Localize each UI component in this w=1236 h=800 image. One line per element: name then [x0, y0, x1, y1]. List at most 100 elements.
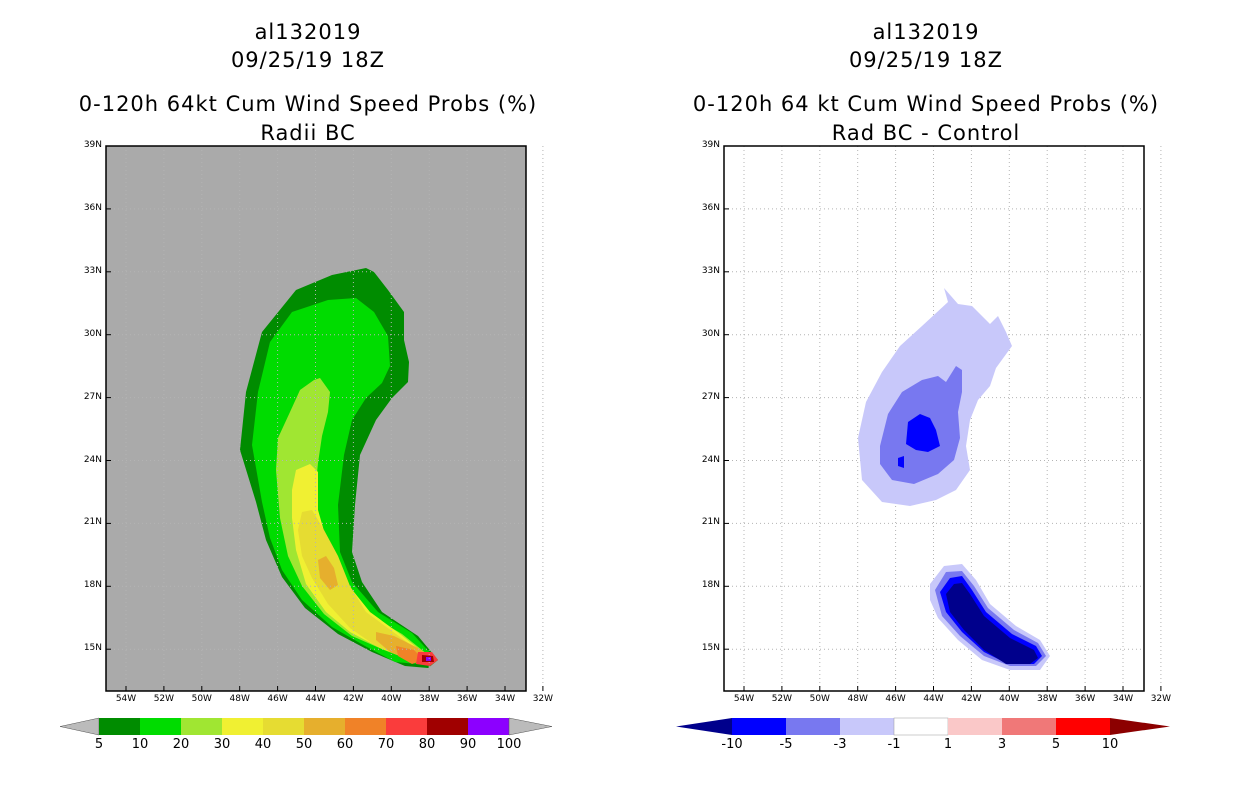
lat-tick-label: 36N — [83, 202, 102, 213]
colorbar-tick-label: 90 — [459, 737, 477, 752]
lon-tick-label: 46W — [885, 694, 906, 704]
colorbar-tick-label: 70 — [377, 737, 395, 752]
colorbar-swatch — [99, 718, 140, 735]
diff-contour-neg10-south — [946, 583, 1038, 664]
lon-tick-label: 44W — [305, 694, 326, 704]
colorbar-tick-label: 20 — [172, 737, 190, 752]
colorbar-tick-label: 1 — [943, 737, 953, 752]
lat-tick-label: 18N — [701, 580, 720, 591]
lat-tick-label: 36N — [701, 202, 720, 213]
colorbar-swatch — [345, 718, 386, 735]
colorbar-tick-label: 10 — [1101, 737, 1119, 752]
lon-tick-label: 46W — [267, 694, 288, 704]
colorbar-swatch — [786, 718, 840, 735]
colorbar-swatch — [222, 718, 263, 735]
colorbar-tick-label: 80 — [418, 737, 436, 752]
colorbar-swatch — [181, 718, 222, 735]
lon-tick-label: 32W — [1150, 694, 1172, 704]
colorbar-swatch — [732, 718, 786, 735]
colorbar-swatch — [948, 718, 1002, 735]
left-storm-id: al132019 — [254, 20, 362, 44]
colorbar-tick-label: 40 — [254, 737, 272, 752]
colorbar-swatch — [1056, 718, 1110, 735]
colorbar-swatch — [140, 718, 181, 735]
colorbar-tick-label: 5 — [1051, 737, 1061, 752]
lat-tick-label: 21N — [701, 517, 720, 528]
lon-tick-label: 42W — [343, 694, 364, 704]
lat-tick-label: 33N — [83, 265, 102, 276]
lon-tick-label: 42W — [961, 694, 982, 704]
colorbar-swatch — [427, 718, 468, 735]
left-grid — [106, 145, 544, 691]
lon-tick-label: 52W — [153, 694, 175, 704]
colorbar-low-extend — [59, 717, 100, 736]
left-map-frame — [105, 145, 527, 692]
right-panel-subtitle: Rad BC - Control — [831, 121, 1021, 145]
lon-tick-label: 40W — [381, 694, 402, 704]
lon-tick-label: 36W — [1074, 694, 1096, 704]
right-map-panel — [723, 145, 1162, 692]
lon-tick-label: 34W — [494, 694, 516, 704]
lat-tick-label: 39N — [83, 140, 102, 150]
lat-tick-label: 18N — [83, 580, 102, 591]
colorbar-tick-label: 100 — [496, 737, 522, 752]
right-map-frame — [723, 145, 1145, 692]
colorbar-tick-label: -5 — [779, 737, 793, 752]
colorbar-tick-label: 60 — [336, 737, 354, 752]
right-datetime: 09/25/19 18Z — [848, 48, 1004, 72]
prob-contour-40 — [298, 510, 428, 658]
lon-tick-label: 48W — [847, 694, 868, 704]
colorbar-tick-label: 3 — [997, 737, 1007, 752]
lon-tick-label: 54W — [733, 694, 755, 704]
lat-tick-label: 39N — [701, 140, 720, 150]
lat-tick-label: 30N — [701, 328, 720, 339]
colorbar-tick-label: 50 — [295, 737, 313, 752]
right-panel-title: 0-120h 64 kt Cum Wind Speed Probs (%) — [692, 92, 1160, 116]
lon-tick-label: 38W — [1037, 694, 1058, 704]
lat-tick-label: 27N — [701, 391, 720, 402]
diff-contour-neg5-north — [906, 414, 940, 452]
lon-tick-label: 40W — [999, 694, 1020, 704]
colorbar-tick-label: -10 — [721, 737, 743, 752]
prob-contour-50 — [318, 556, 338, 590]
right-storm-id: al132019 — [872, 20, 980, 44]
lon-tick-label: 54W — [115, 694, 137, 704]
diff-contour-neg5-speck — [898, 456, 904, 468]
colorbar-swatch — [263, 718, 304, 735]
colorbar-swatch — [840, 718, 894, 735]
left-panel-subtitle: Radii BC — [260, 121, 356, 145]
colorbar-tick-label: -1 — [887, 737, 901, 752]
lat-tick-label: 30N — [83, 328, 102, 339]
colorbar-swatch — [893, 717, 949, 736]
lon-tick-label: 52W — [771, 694, 793, 704]
lon-tick-label: 44W — [923, 694, 944, 704]
lon-tick-label: 36W — [456, 694, 478, 704]
colorbar-swatch — [304, 718, 345, 735]
lat-tick-label: 27N — [83, 391, 102, 402]
right-colorbar — [676, 717, 1170, 736]
left-colorbar — [59, 717, 553, 736]
lat-tick-label: 15N — [701, 643, 720, 654]
lat-tick-label: 21N — [83, 517, 102, 528]
colorbar-high-extend — [508, 717, 553, 736]
colorbar-tick-label: 10 — [131, 737, 149, 752]
colorbar-low-extend — [676, 718, 732, 735]
colorbar-swatch — [386, 718, 427, 735]
lon-tick-label: 38W — [419, 694, 440, 704]
lon-tick-label: 32W — [532, 694, 554, 704]
lat-tick-label: 24N — [83, 454, 102, 465]
prob-contour-30 — [292, 464, 430, 658]
lat-tick-label: 15N — [83, 643, 102, 654]
colorbar-tick-label: 30 — [213, 737, 231, 752]
lon-tick-label: 50W — [809, 694, 830, 704]
colorbar-swatch — [1002, 718, 1056, 735]
colorbar-tick-label: -3 — [833, 737, 847, 752]
lat-tick-label: 33N — [701, 265, 720, 276]
colorbar-tick-label: 5 — [94, 737, 104, 752]
left-panel-title: 0-120h 64kt Cum Wind Speed Probs (%) — [78, 92, 538, 116]
lon-tick-label: 34W — [1112, 694, 1134, 704]
lon-tick-label: 50W — [191, 694, 212, 704]
colorbar-high-extend — [1110, 718, 1170, 735]
left-datetime: 09/25/19 18Z — [230, 48, 386, 72]
